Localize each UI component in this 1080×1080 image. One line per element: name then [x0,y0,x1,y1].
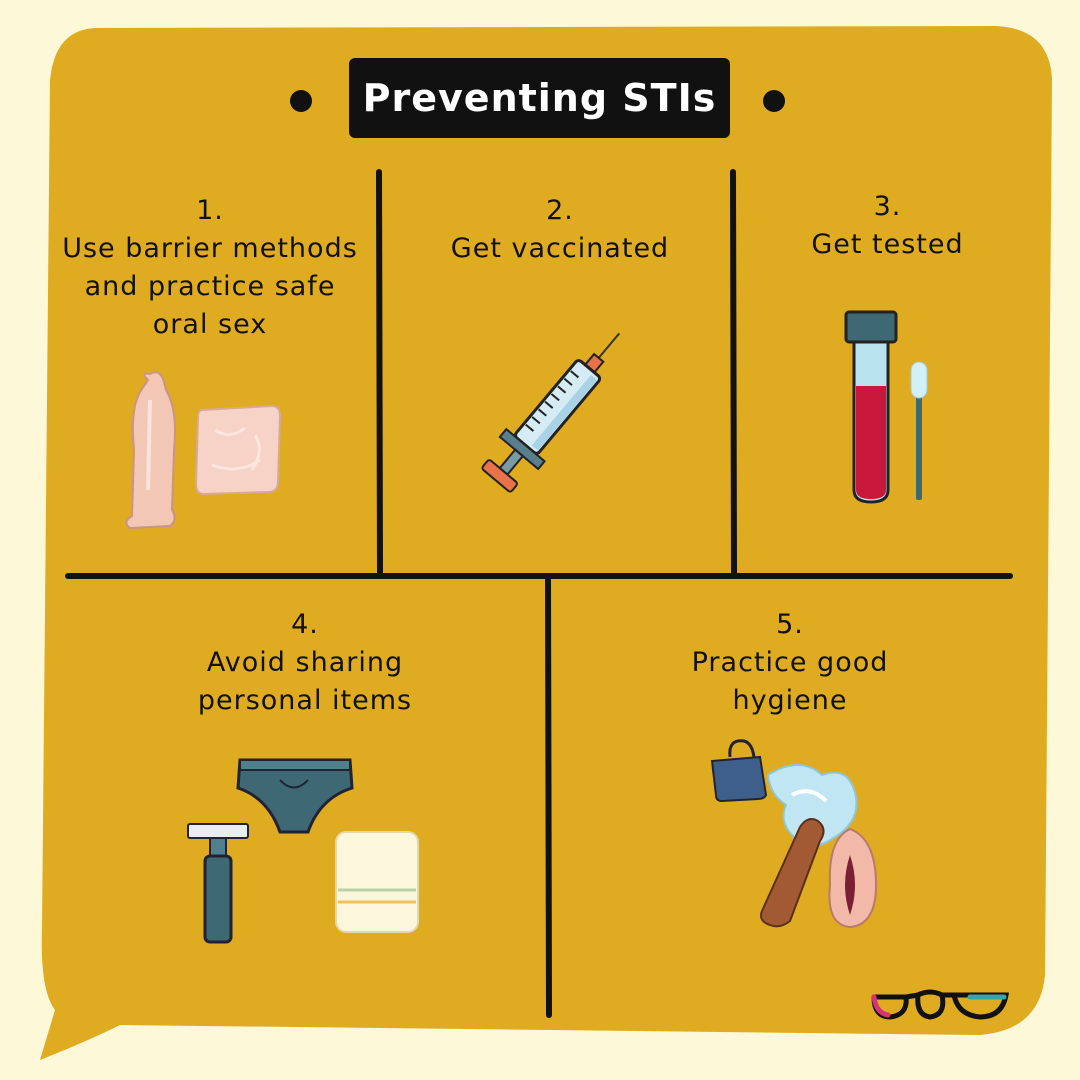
syringe-icon [481,332,621,493]
step-3-text: Get tested [811,229,964,260]
step-5: 5. Practice good hygiene [650,606,930,720]
blood-test-tube-icon [844,310,898,504]
vulva-icon [828,827,878,929]
divider-v1 [376,169,383,576]
step-1-illustration [125,371,282,530]
step-1: 1. Use barrier methods and practice safe… [50,192,370,344]
razor-icon [187,823,249,944]
page-title: Preventing STIs [349,58,730,138]
divider-v2 [730,169,737,576]
step-4-number: 4. [291,609,319,640]
step-3: 3. Get tested [735,188,1040,264]
underwear-icon [236,758,354,834]
step-4-illustration [187,758,419,944]
step-5-illustration [710,739,878,929]
towel-icon [335,831,419,933]
step-1-number: 1. [196,195,224,226]
water-jug-icon [710,739,768,803]
step-1-text: Use barrier methods and practice safe or… [62,233,358,340]
title-dot-right [763,90,785,112]
dental-dam-icon [194,404,282,496]
title-dot-left [290,90,312,112]
step-4-text: Avoid sharing personal items [197,647,413,716]
swab-icon [910,361,928,500]
step-3-number: 3. [873,191,902,222]
step-2-illustration [481,332,621,493]
step-5-number: 5. [776,609,804,640]
water-splash-icon [766,764,858,847]
penis-icon [760,818,825,928]
condom-icon [125,371,176,530]
step-2-text: Get vaccinated [450,233,670,264]
glasses-logo-icon [871,989,1009,1020]
divider-v3 [545,577,552,1018]
step-2: 2. Get vaccinated [400,192,720,268]
step-5-text: Practice good hygiene [691,647,889,716]
step-4: 4. Avoid sharing personal items [160,606,450,720]
step-2-number: 2. [546,195,574,226]
step-3-illustration [844,310,928,504]
